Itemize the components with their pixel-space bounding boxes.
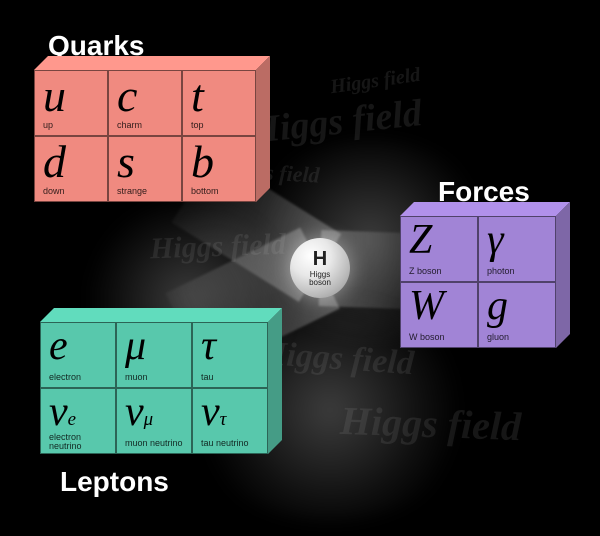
particle-symbol-main: d: [43, 136, 66, 187]
forces-cell: W W boson: [400, 282, 478, 348]
particle-symbol: τ: [201, 325, 261, 367]
block-3d-side: [268, 308, 282, 454]
particle-symbol-main: b: [191, 136, 214, 187]
particle-label: tau: [201, 373, 261, 385]
leptons-cell: ντ tau neutrino: [192, 388, 268, 454]
forces-cell: g gluon: [478, 282, 556, 348]
leptons-cell: μ muon: [116, 322, 192, 388]
particle-symbol: μ: [125, 325, 185, 367]
particle-symbol-sub: μ: [144, 409, 153, 430]
particle-symbol: γ: [487, 219, 549, 261]
particle-label: bottom: [191, 187, 249, 199]
forces-block: Z Z boson γ photon W W boson g gluon: [400, 216, 556, 348]
quarks-cell: bbottom: [182, 136, 256, 202]
particle-symbol-main: γ: [487, 217, 504, 263]
quarks-cell: ccharm: [108, 70, 182, 136]
leptons-cell: νeelectron neutrino: [40, 388, 116, 454]
forces-grid: Z Z boson γ photon W W boson g gluon: [400, 216, 556, 348]
particle-symbol-main: Z: [409, 217, 432, 263]
particle-symbol-main: W: [409, 283, 444, 329]
higgs-field-text: Higgs field: [329, 64, 422, 99]
particle-symbol: Z: [409, 219, 471, 261]
quarks-cell: ttop: [182, 70, 256, 136]
particle-label: tau neutrino: [201, 439, 261, 451]
leptons-cell: νμ muon neutrino: [116, 388, 192, 454]
particle-symbol-main: ν: [201, 389, 220, 435]
higgs-boson: H Higgsboson: [290, 238, 350, 298]
particle-symbol-main: ν: [49, 389, 68, 435]
particle-symbol: b: [191, 139, 249, 185]
leptons-cell: e electron: [40, 322, 116, 388]
particle-symbol: ντ: [201, 391, 261, 433]
block-3d-side: [556, 202, 570, 348]
leptons-cell: τ tau: [192, 322, 268, 388]
particle-symbol: c: [117, 73, 175, 119]
particle-symbol-sub: τ: [220, 409, 227, 430]
leptons-title: Leptons: [60, 466, 169, 498]
particle-label: top: [191, 121, 249, 133]
particle-symbol-main: e: [49, 323, 68, 369]
leptons-block: eelectronμmuonτtauνeelectron neutrinoνμm…: [40, 322, 268, 454]
particle-symbol-sub: e: [68, 409, 76, 430]
quarks-grid: uupccharmttopddownsstrangebbottom: [34, 70, 256, 202]
quarks-cell: uup: [34, 70, 108, 136]
particle-label: muon neutrino: [125, 439, 185, 451]
particle-symbol-main: g: [487, 283, 508, 329]
particle-symbol-main: c: [117, 70, 137, 121]
particle-symbol-main: t: [191, 70, 204, 121]
particle-label: electron: [49, 373, 109, 385]
higgs-symbol: H: [313, 249, 327, 269]
particle-symbol: t: [191, 73, 249, 119]
particle-symbol: d: [43, 139, 101, 185]
particle-symbol-main: u: [43, 70, 66, 121]
particle-label: W boson: [409, 333, 471, 345]
particle-symbol: g: [487, 285, 549, 327]
block-3d-top: [400, 202, 570, 216]
higgs-label: Higgsboson: [309, 271, 331, 288]
particle-label: Z boson: [409, 267, 471, 279]
particle-symbol-main: s: [117, 136, 135, 187]
particle-label: photon: [487, 267, 549, 279]
particle-label: down: [43, 187, 101, 199]
forces-cell: γ photon: [478, 216, 556, 282]
particle-label: muon: [125, 373, 185, 385]
particle-symbol: u: [43, 73, 101, 119]
particle-symbol: νe: [49, 391, 109, 433]
particle-symbol: νμ: [125, 391, 185, 433]
particle-symbol-main: τ: [201, 323, 216, 369]
particle-label: gluon: [487, 333, 549, 345]
particle-label: up: [43, 121, 101, 133]
particle-label: electron neutrino: [49, 433, 109, 454]
leptons-grid: eelectronμmuonτtauνeelectron neutrinoνμm…: [40, 322, 268, 454]
block-3d-top: [40, 308, 282, 322]
particle-symbol: e: [49, 325, 109, 367]
quarks-cell: ddown: [34, 136, 108, 202]
particle-symbol-main: μ: [125, 323, 146, 369]
higgs-label-line: boson: [309, 279, 331, 287]
forces-cell: Z Z boson: [400, 216, 478, 282]
particle-label: charm: [117, 121, 175, 133]
block-3d-top: [34, 56, 270, 70]
quarks-cell: sstrange: [108, 136, 182, 202]
particle-symbol: s: [117, 139, 175, 185]
quarks-block: uupccharmttopddownsstrangebbottom: [34, 70, 256, 202]
particle-label: strange: [117, 187, 175, 199]
block-3d-side: [256, 56, 270, 202]
particle-symbol: W: [409, 285, 471, 327]
particle-symbol-main: ν: [125, 389, 144, 435]
